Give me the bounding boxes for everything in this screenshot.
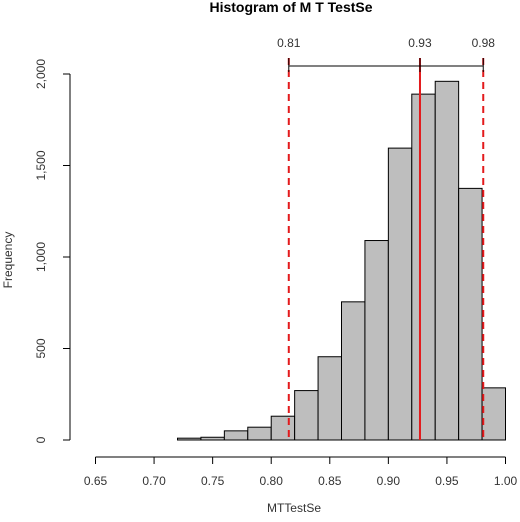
y-axis: 0 500 1,000 1,500 2,000 xyxy=(34,59,71,443)
histogram-bar xyxy=(294,390,319,441)
x-axis: 0.65 0.70 0.75 0.80 0.85 0.90 0.95 1.00 xyxy=(84,456,518,488)
x-axis-label: MTTestSe xyxy=(267,501,321,515)
bars-group xyxy=(177,80,507,441)
chart-title: Histogram of M T TestSe xyxy=(209,0,372,15)
y-tick-label: 1,000 xyxy=(34,242,48,272)
histogram-bar xyxy=(481,387,507,441)
y-tick-label: 500 xyxy=(34,338,48,358)
y-tick-label: 1,500 xyxy=(34,150,48,180)
x-tick-label: 0.90 xyxy=(377,474,401,488)
y-axis-label: Frequency xyxy=(1,232,15,289)
histogram-bar xyxy=(270,415,296,441)
x-tick-label: 0.95 xyxy=(435,474,459,488)
histogram-bar xyxy=(223,430,249,441)
x-tick-label: 0.75 xyxy=(201,474,225,488)
histogram-bar xyxy=(434,80,460,441)
x-tick-label: 1.00 xyxy=(494,474,518,488)
histogram-bar xyxy=(177,437,202,441)
histogram-bar xyxy=(341,301,366,441)
x-tick-label: 0.65 xyxy=(84,474,108,488)
y-tick-label: 2,000 xyxy=(34,59,48,89)
histogram-bar xyxy=(200,436,225,441)
histogram-bar xyxy=(458,187,483,441)
histogram-bar xyxy=(247,426,272,441)
median-label: 0.93 xyxy=(408,36,432,50)
y-tick-label: 0 xyxy=(34,436,48,443)
x-tick-label: 0.85 xyxy=(318,474,342,488)
x-tick-label: 0.80 xyxy=(260,474,284,488)
interval-annotations: 0.81 0.93 0.98 xyxy=(277,36,495,440)
histogram-bar xyxy=(364,240,389,441)
upper-bound-label: 0.98 xyxy=(472,36,496,50)
lower-bound-label: 0.81 xyxy=(277,36,301,50)
histogram-bar xyxy=(317,356,343,441)
histogram-bar xyxy=(411,93,436,441)
x-tick-label: 0.70 xyxy=(142,474,166,488)
histogram-bar xyxy=(387,147,413,441)
